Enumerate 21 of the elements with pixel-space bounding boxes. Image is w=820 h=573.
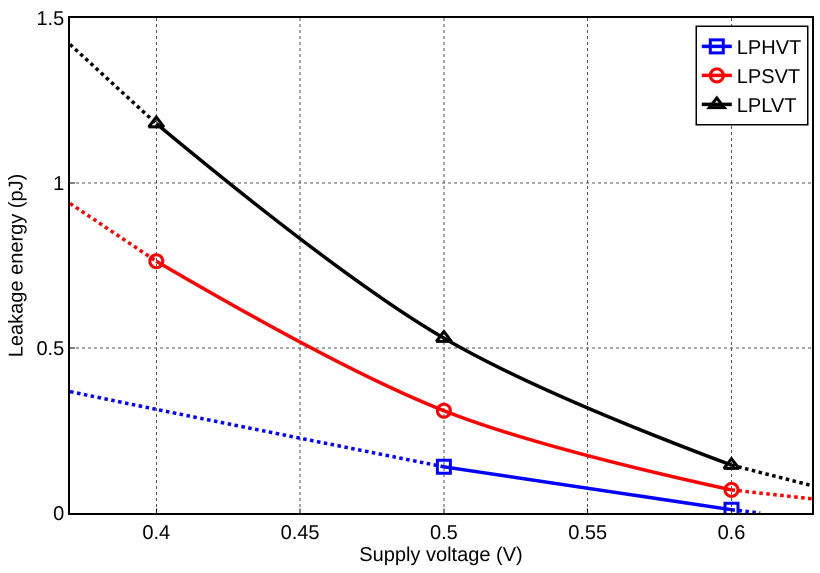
x-axis-title: Supply voltage (V) bbox=[359, 544, 523, 566]
x-tick-label: 0.45 bbox=[280, 522, 320, 544]
point bbox=[147, 116, 166, 128]
y-tick-label: 0 bbox=[53, 503, 64, 525]
point bbox=[148, 253, 164, 270]
x-tick-label: 0.4 bbox=[142, 522, 170, 544]
legend-label: LPSVT bbox=[736, 66, 800, 88]
y-tick-label: 0.5 bbox=[36, 338, 64, 360]
point bbox=[723, 482, 740, 498]
x-tick-label: 0.5 bbox=[430, 522, 458, 544]
point bbox=[722, 457, 740, 470]
point bbox=[436, 458, 452, 475]
x-tick-label: 0.55 bbox=[568, 522, 608, 544]
y-tick-label: 1.5 bbox=[36, 8, 64, 30]
x-tick-label: 0.6 bbox=[718, 522, 746, 544]
point bbox=[436, 402, 452, 419]
y-tick-label: 1 bbox=[53, 173, 64, 195]
legend-label: LPLVT bbox=[736, 95, 796, 118]
point bbox=[434, 330, 453, 343]
y-axis-title: Leakage energy (pJ) bbox=[5, 174, 28, 358]
legend-label: LPHVT bbox=[736, 37, 802, 60]
